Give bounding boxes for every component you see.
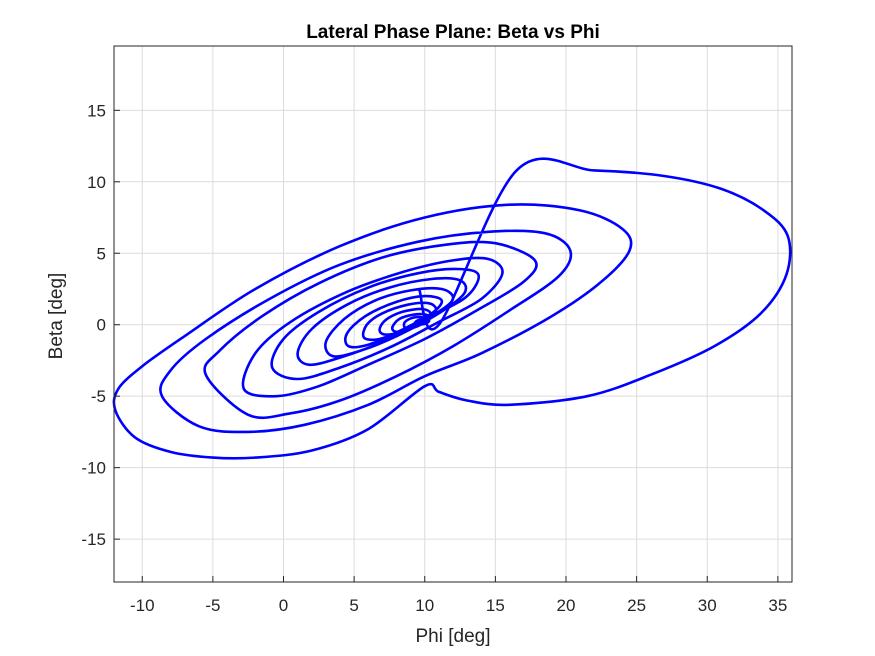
y-tick-label: 15 <box>87 101 106 120</box>
y-tick-label: -5 <box>91 387 106 406</box>
x-tick-label: 0 <box>279 596 288 615</box>
y-axis-label: Beta [deg] <box>46 273 67 360</box>
series-line-0 <box>114 159 790 459</box>
x-tick-label: 35 <box>768 596 787 615</box>
x-tick-label: -10 <box>130 596 155 615</box>
x-tick-label: 30 <box>698 596 717 615</box>
x-tick-label: 10 <box>415 596 434 615</box>
x-axis-label: Phi [deg] <box>416 626 491 647</box>
y-tick-label: -10 <box>81 459 106 478</box>
y-tick-label: 0 <box>97 316 106 335</box>
x-tick-label: 15 <box>486 596 505 615</box>
series-layer <box>114 159 790 459</box>
y-tick-label: 5 <box>97 244 106 263</box>
x-tick-label: -5 <box>205 596 220 615</box>
chart-title: Lateral Phase Plane: Beta vs Phi <box>306 22 600 43</box>
y-tick-label: 10 <box>87 173 106 192</box>
x-tick-label: 5 <box>349 596 358 615</box>
x-tick-label: 20 <box>557 596 576 615</box>
x-tick-label: 25 <box>627 596 646 615</box>
y-tick-label: -15 <box>81 530 106 549</box>
